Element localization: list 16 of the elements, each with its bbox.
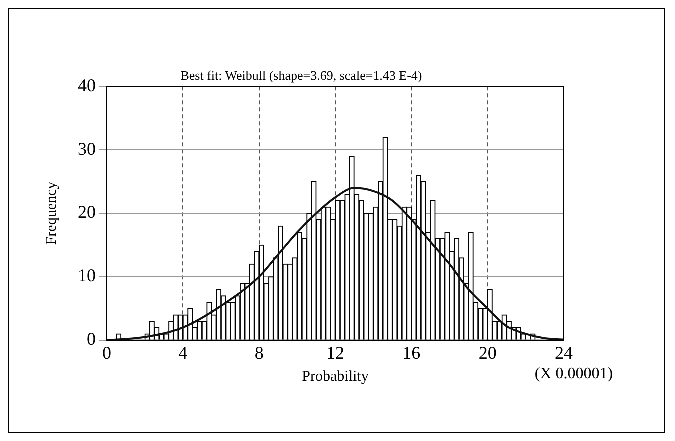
chart-title: Best fit: Weibull (shape=3.69, scale=1.43 E-4) (180, 68, 422, 84)
y-tick-label: 40 (78, 75, 96, 96)
y-axis-title: Frequency (44, 181, 60, 246)
x-axis-title: Probability (302, 368, 370, 385)
x-tick-label: 24 (555, 342, 573, 363)
y-tick-label: 20 (78, 202, 96, 222)
x-tick-label: 12 (326, 342, 344, 363)
x-tick-label: 4 (178, 342, 188, 363)
y-tick-label: 30 (78, 138, 96, 159)
text: (X 0.00001) (534, 366, 614, 383)
x-tick-label: 0 (102, 342, 112, 363)
x-tick-label: 20 (478, 342, 497, 363)
x-tick-label: 8 (254, 342, 264, 363)
x-tick-label: 16 (402, 342, 421, 363)
y-tick-label: 0 (87, 329, 96, 350)
y-tick-label: 10 (78, 266, 96, 286)
